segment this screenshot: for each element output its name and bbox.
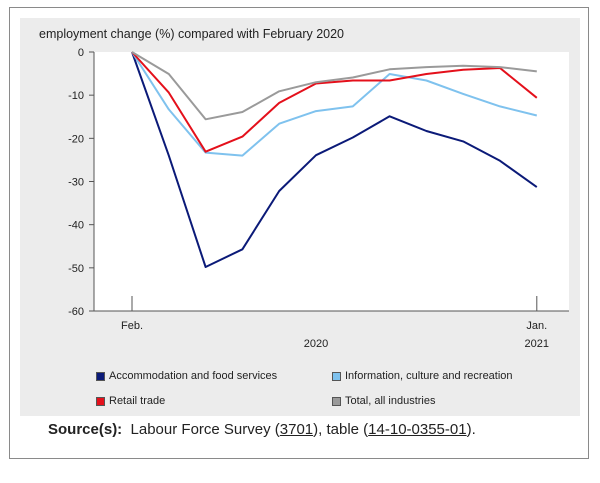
chart-frame: employment change (%) compared with Febr… [9,7,589,459]
x-tick-label: Feb. [121,320,143,332]
y-tick-label: -60 [68,306,84,318]
x-tick-label: 2020 [304,338,328,350]
legend-item-accommodation: Accommodation and food services [96,370,277,382]
series-line-information-culture-and-recreation [131,51,538,157]
chart-title: employment change (%) compared with Febr… [39,27,345,41]
plot-area [94,52,569,311]
source-text-2: ), table ( [313,421,369,438]
chart-axes: 0 -10 -20 -30 -40 -50 -60 Feb. 2020 Jan. 2021 [68,47,569,350]
chart-panel: employment change (%) compared with Febr… [20,18,580,416]
source-text-1: Labour Force Survey ( [130,421,280,438]
legend-swatch [96,396,105,406]
legend-item-total: Total, all industries [332,395,436,407]
y-tick-label: -10 [68,90,84,102]
y-tick-label: -40 [68,220,84,232]
series-line-total-all-industries [131,51,537,121]
legend-swatch [96,371,105,381]
x-tick-label: Jan. [526,320,547,332]
x-tick-label: 2021 [525,338,549,350]
source-label: Source(s): [48,421,123,438]
legend-item-retail: Retail trade [96,395,165,407]
legend-item-information: Information, culture and recreation [332,370,513,382]
y-tick-label: -30 [68,177,84,189]
y-tick-label: -50 [68,263,84,275]
source-text-3: ). [466,421,476,438]
source-link-survey[interactable]: 3701 [279,421,314,438]
chart-series [131,51,538,268]
y-tick-label: 0 [78,47,84,59]
series-line-retail-trade [131,51,538,153]
series-line-accommodation-and-food-services [131,51,538,268]
legend-swatch [332,396,341,406]
legend-swatch [332,371,341,381]
y-tick-label: -20 [68,133,84,145]
source-link-table[interactable]: 14-10-0355-01 [368,421,467,438]
line-chart: 0 -10 -20 -30 -40 -50 -60 Feb. 2020 Jan. 2021 [68,47,569,350]
source-line: Source(s): Labour Force Survey (3701), t… [48,421,476,438]
